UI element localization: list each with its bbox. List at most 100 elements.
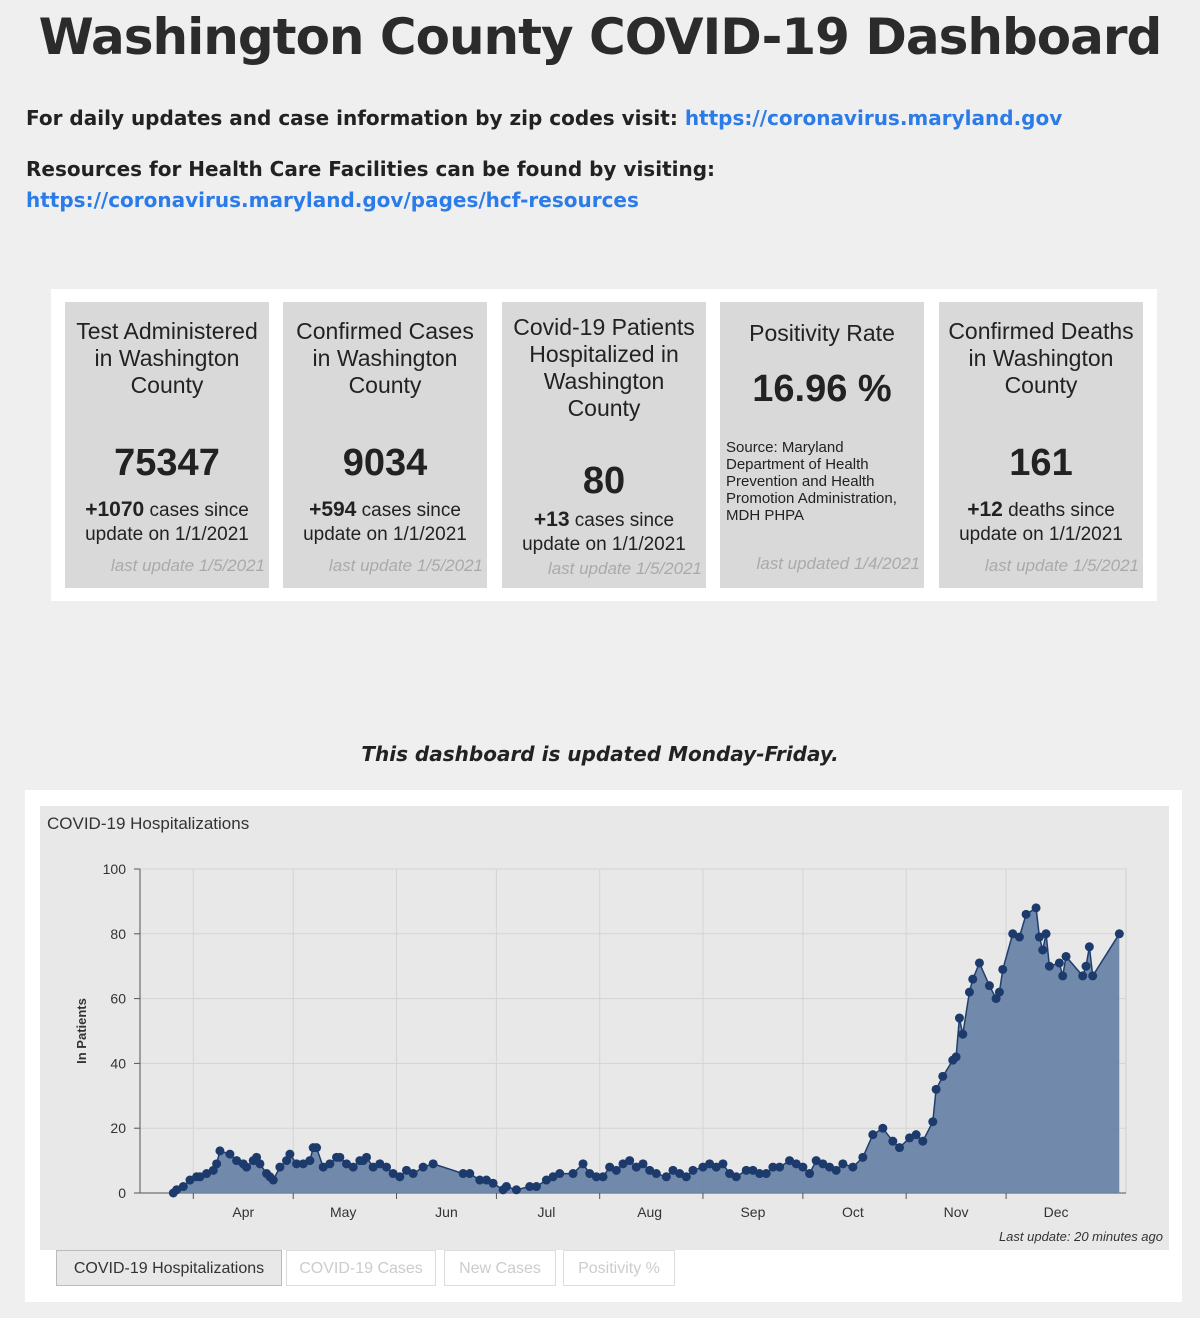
data-point	[1044, 961, 1054, 971]
data-point	[1054, 958, 1064, 968]
tests-label: Test Administered in Washington County	[76, 318, 258, 398]
tab-covid-19-cases[interactable]: COVID-19 Cases	[286, 1250, 436, 1286]
positivity-source: Source: Maryland Department of Health Pr…	[726, 439, 897, 524]
data-point	[1058, 971, 1068, 981]
data-point	[501, 1182, 511, 1192]
data-point	[755, 1169, 765, 1179]
data-point	[904, 1133, 914, 1143]
zip-code-info-text: For daily updates and case information b…	[26, 106, 685, 130]
data-point	[1114, 929, 1124, 939]
data-point	[1088, 971, 1098, 981]
positivity-label: Positivity Rate	[749, 320, 895, 346]
data-point	[918, 1136, 928, 1146]
data-point	[718, 1159, 728, 1169]
chart-panel: 0 20 40 60 80 100 Apr May Jun Jul Aug Sep Oct Nov Dec I…	[25, 790, 1182, 1302]
data-point	[994, 987, 1004, 997]
data-point	[711, 1162, 721, 1172]
data-point	[325, 1159, 335, 1169]
x-tick-label: Dec	[1044, 1204, 1069, 1220]
data-point	[591, 1172, 601, 1182]
data-point	[1014, 932, 1024, 942]
tests-value: 75347	[114, 442, 220, 484]
data-point	[951, 1052, 961, 1062]
hcf-resources-text: Resources for Health Care Facilities can…	[26, 157, 716, 181]
data-point	[838, 1159, 848, 1169]
y-tick-label: 100	[103, 861, 127, 877]
data-point	[202, 1169, 212, 1179]
positivity-value: 16.96 %	[752, 368, 892, 410]
data-point	[958, 1029, 968, 1039]
page-title: Washington County COVID-19 Dashboard	[38, 8, 1163, 66]
data-point	[541, 1175, 551, 1185]
data-point	[964, 987, 974, 997]
data-point	[268, 1175, 278, 1185]
data-point	[1021, 909, 1031, 919]
maryland-coronavirus-link[interactable]: https://coronavirus.maryland.gov	[684, 106, 1063, 130]
cases-label: Confirmed Cases in Washington County	[296, 318, 474, 398]
data-point	[428, 1159, 438, 1169]
data-point	[1061, 951, 1071, 961]
data-point	[418, 1162, 428, 1172]
data-point	[818, 1159, 828, 1169]
cases-value: 9034	[342, 442, 428, 484]
data-point	[645, 1165, 655, 1175]
data-point	[775, 1162, 785, 1172]
data-point	[555, 1169, 565, 1179]
x-tick-label: May	[330, 1204, 356, 1220]
hospitalized-delta: +13 cases since update on 1/1/2021	[522, 508, 686, 555]
data-point	[292, 1159, 302, 1169]
data-point	[625, 1156, 635, 1166]
hospitalized-updated: last update 1/5/2021	[547, 559, 702, 578]
data-point	[661, 1172, 671, 1182]
data-point	[225, 1149, 235, 1159]
hcf-resources-link[interactable]: https://coronavirus.maryland.gov/pages/h…	[26, 188, 639, 212]
data-point	[1084, 942, 1094, 952]
data-point	[938, 1071, 948, 1081]
data-point	[382, 1162, 391, 1172]
data-point	[888, 1136, 898, 1146]
data-point	[785, 1156, 795, 1166]
data-point	[878, 1123, 888, 1133]
data-point	[488, 1178, 498, 1188]
data-point	[968, 974, 978, 984]
data-point	[275, 1162, 285, 1172]
data-point	[465, 1169, 475, 1179]
data-point	[475, 1175, 485, 1185]
deaths-label: Confirmed Deaths in Washington County	[948, 318, 1134, 398]
data-point	[698, 1162, 708, 1172]
deaths-value: 161	[1009, 442, 1073, 484]
data-point	[705, 1159, 715, 1169]
data-point	[954, 1013, 964, 1023]
x-tick-label: Aug	[637, 1204, 662, 1220]
tab-new-cases[interactable]: New Cases	[444, 1250, 556, 1286]
y-tick-label: 0	[118, 1185, 126, 1201]
data-point	[318, 1162, 328, 1172]
x-tick-label: Sep	[740, 1204, 765, 1220]
data-point	[668, 1165, 678, 1175]
chart-last-update: Last update: 20 minutes ago	[998, 1229, 1163, 1244]
data-point	[408, 1169, 418, 1179]
data-point	[401, 1165, 411, 1175]
data-point	[858, 1152, 868, 1162]
data-point	[791, 1159, 801, 1169]
x-tick-label: Apr	[232, 1204, 254, 1220]
tab-positivity[interactable]: Positivity %	[563, 1250, 675, 1286]
y-tick-label: 80	[110, 926, 126, 942]
data-point	[242, 1162, 252, 1172]
data-point	[805, 1169, 815, 1179]
hospitalized-label: Covid-19 Patients Hospitalized in Washin…	[513, 314, 695, 421]
data-point	[1031, 903, 1041, 913]
data-point	[1041, 929, 1051, 939]
tab-covid-19-hospitalizations[interactable]: COVID-19 Hospitalizations	[56, 1250, 282, 1286]
x-tick-label: Jun	[435, 1204, 458, 1220]
data-point	[605, 1162, 615, 1172]
data-point	[525, 1182, 535, 1192]
data-point	[585, 1169, 595, 1179]
data-point	[298, 1159, 308, 1169]
tests-delta: +1070 cases since update on 1/1/2021	[85, 498, 249, 545]
data-point	[631, 1162, 641, 1172]
data-point	[748, 1165, 758, 1175]
data-point	[611, 1165, 621, 1175]
data-point	[305, 1156, 315, 1166]
data-point	[172, 1185, 182, 1195]
